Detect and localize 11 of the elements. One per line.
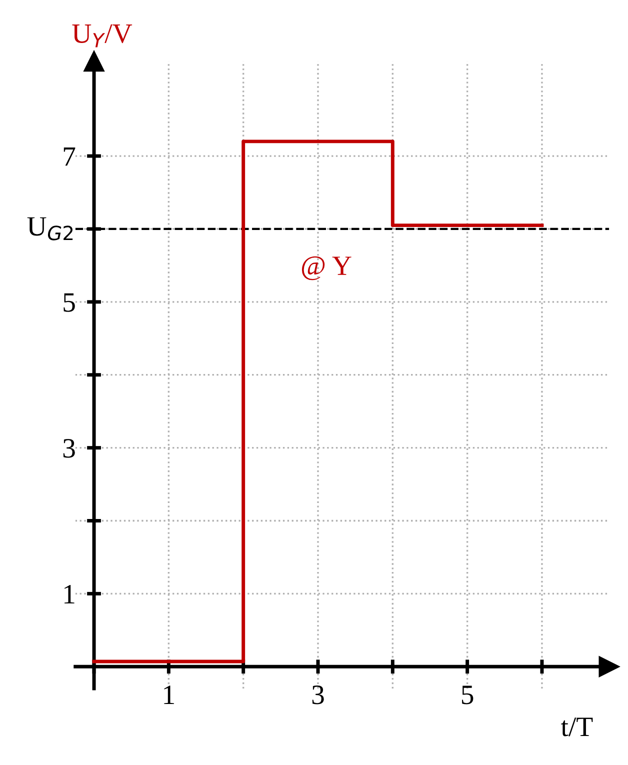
y-tick-label: 3	[63, 439, 75, 458]
ref-line-label: U$_{G2}$	[27, 217, 73, 240]
x-tick-label: 1	[164, 686, 174, 704]
x-axis-title: t/T	[561, 718, 593, 736]
y-axis-title: U$_{Y}$/V	[72, 24, 132, 48]
x-tick-label: 5	[462, 686, 474, 704]
annotation: @ Y	[302, 256, 352, 280]
x-tick-label: 3	[312, 686, 324, 704]
y-tick-label: 5	[64, 293, 75, 312]
y-tick-label: 7	[64, 147, 76, 166]
y-tick-label: 1	[64, 584, 74, 604]
